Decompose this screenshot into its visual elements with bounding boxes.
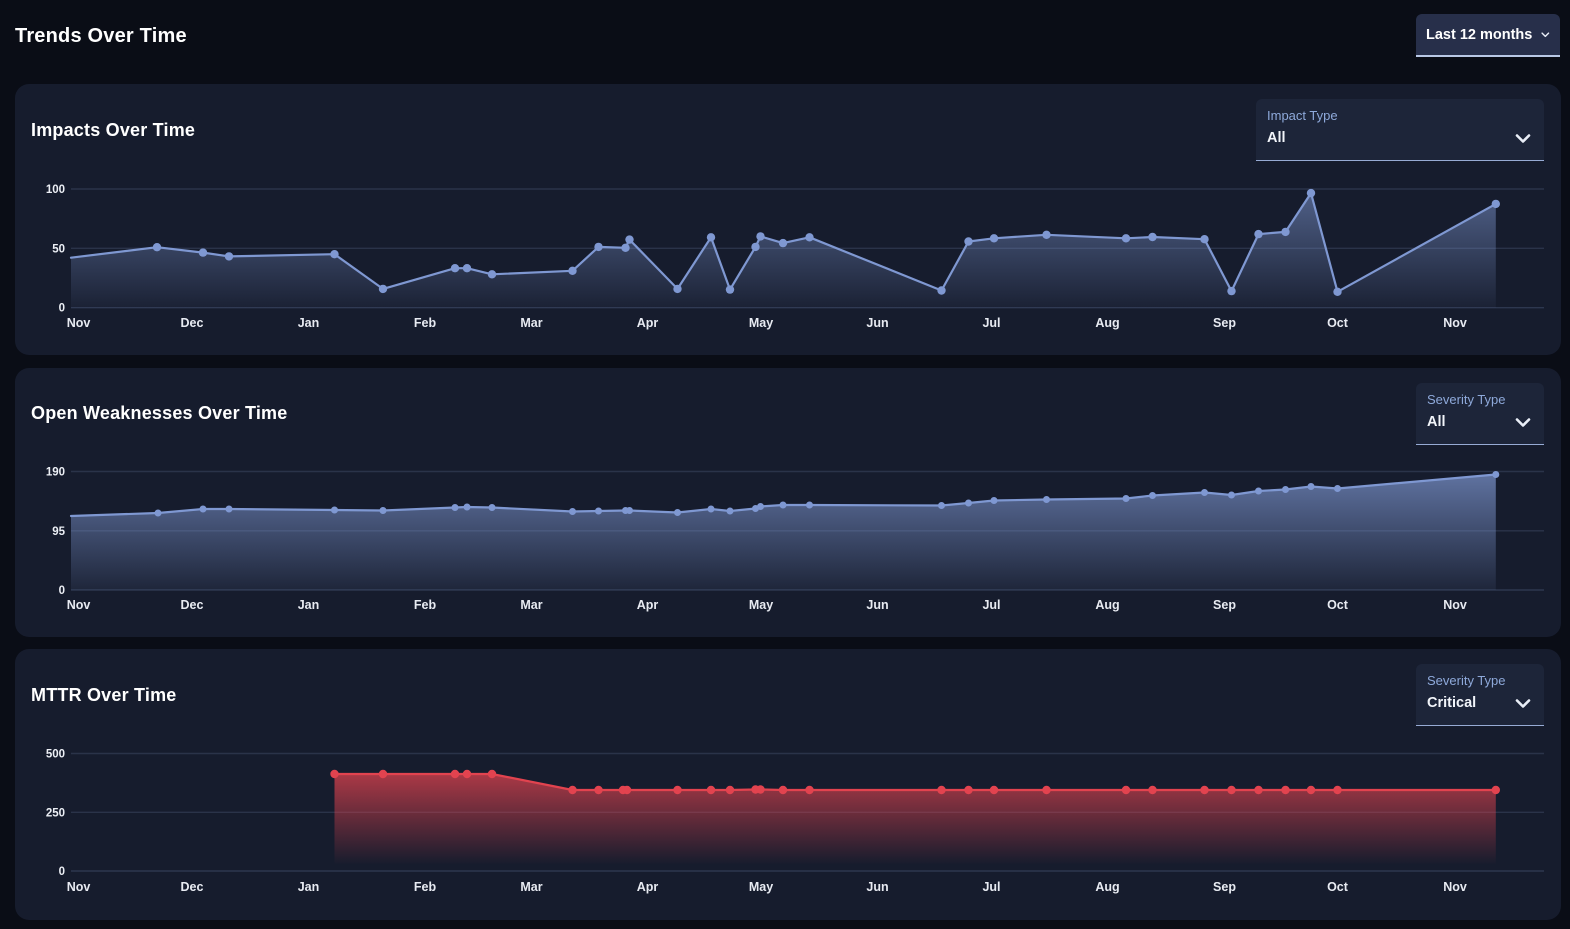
svg-text:Nov: Nov <box>67 316 91 330</box>
svg-text:Jun: Jun <box>866 880 888 894</box>
svg-text:Nov: Nov <box>67 598 91 612</box>
svg-text:Nov: Nov <box>1443 316 1467 330</box>
svg-text:Mar: Mar <box>520 598 542 612</box>
svg-text:Sep: Sep <box>1213 880 1236 894</box>
svg-text:Feb: Feb <box>414 316 437 330</box>
svg-text:Apr: Apr <box>637 316 659 330</box>
svg-text:May: May <box>749 880 773 894</box>
svg-text:May: May <box>749 598 773 612</box>
svg-text:Jul: Jul <box>982 598 1000 612</box>
svg-text:Jun: Jun <box>866 316 888 330</box>
svg-text:50: 50 <box>52 243 65 255</box>
svg-text:Jan: Jan <box>298 880 320 894</box>
svg-text:Sep: Sep <box>1213 598 1236 612</box>
svg-text:Jul: Jul <box>982 316 1000 330</box>
svg-text:Apr: Apr <box>637 880 659 894</box>
svg-text:Jun: Jun <box>866 598 888 612</box>
svg-text:Jul: Jul <box>982 880 1000 894</box>
svg-text:Dec: Dec <box>181 880 204 894</box>
svg-text:Apr: Apr <box>637 598 659 612</box>
svg-text:Aug: Aug <box>1095 880 1119 894</box>
svg-text:Oct: Oct <box>1327 598 1349 612</box>
svg-text:Oct: Oct <box>1327 316 1349 330</box>
svg-text:95: 95 <box>52 526 65 538</box>
svg-text:Feb: Feb <box>414 880 437 894</box>
svg-text:Feb: Feb <box>414 598 437 612</box>
svg-text:Nov: Nov <box>1443 880 1467 894</box>
svg-text:Sep: Sep <box>1213 316 1236 330</box>
svg-text:Aug: Aug <box>1095 316 1119 330</box>
svg-text:250: 250 <box>46 807 65 819</box>
svg-text:Dec: Dec <box>181 316 204 330</box>
svg-text:0: 0 <box>59 866 65 878</box>
svg-text:Dec: Dec <box>181 598 204 612</box>
svg-text:Oct: Oct <box>1327 880 1349 894</box>
svg-text:Nov: Nov <box>67 880 91 894</box>
svg-text:0: 0 <box>59 585 65 597</box>
svg-text:Jan: Jan <box>298 316 320 330</box>
svg-text:Mar: Mar <box>520 316 542 330</box>
svg-text:Nov: Nov <box>1443 598 1467 612</box>
svg-text:May: May <box>749 316 773 330</box>
svg-text:500: 500 <box>46 749 65 761</box>
svg-text:Aug: Aug <box>1095 598 1119 612</box>
svg-text:0: 0 <box>59 303 65 315</box>
svg-text:100: 100 <box>46 184 65 196</box>
svg-text:Jan: Jan <box>298 598 320 612</box>
svg-text:190: 190 <box>46 467 65 479</box>
svg-text:Mar: Mar <box>520 880 542 894</box>
